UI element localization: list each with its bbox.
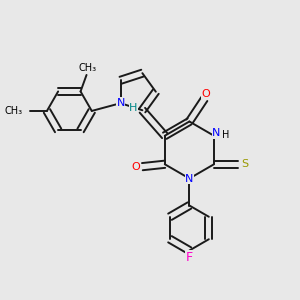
Text: F: F <box>186 250 193 264</box>
Text: H: H <box>129 103 138 113</box>
Text: CH₃: CH₃ <box>78 63 96 73</box>
Text: CH₃: CH₃ <box>5 106 23 116</box>
Text: N: N <box>116 98 125 108</box>
Text: N: N <box>185 173 194 184</box>
Text: O: O <box>202 88 210 99</box>
Text: H: H <box>222 130 230 140</box>
Text: S: S <box>241 159 248 169</box>
Text: O: O <box>131 162 140 172</box>
Text: N: N <box>212 128 220 138</box>
